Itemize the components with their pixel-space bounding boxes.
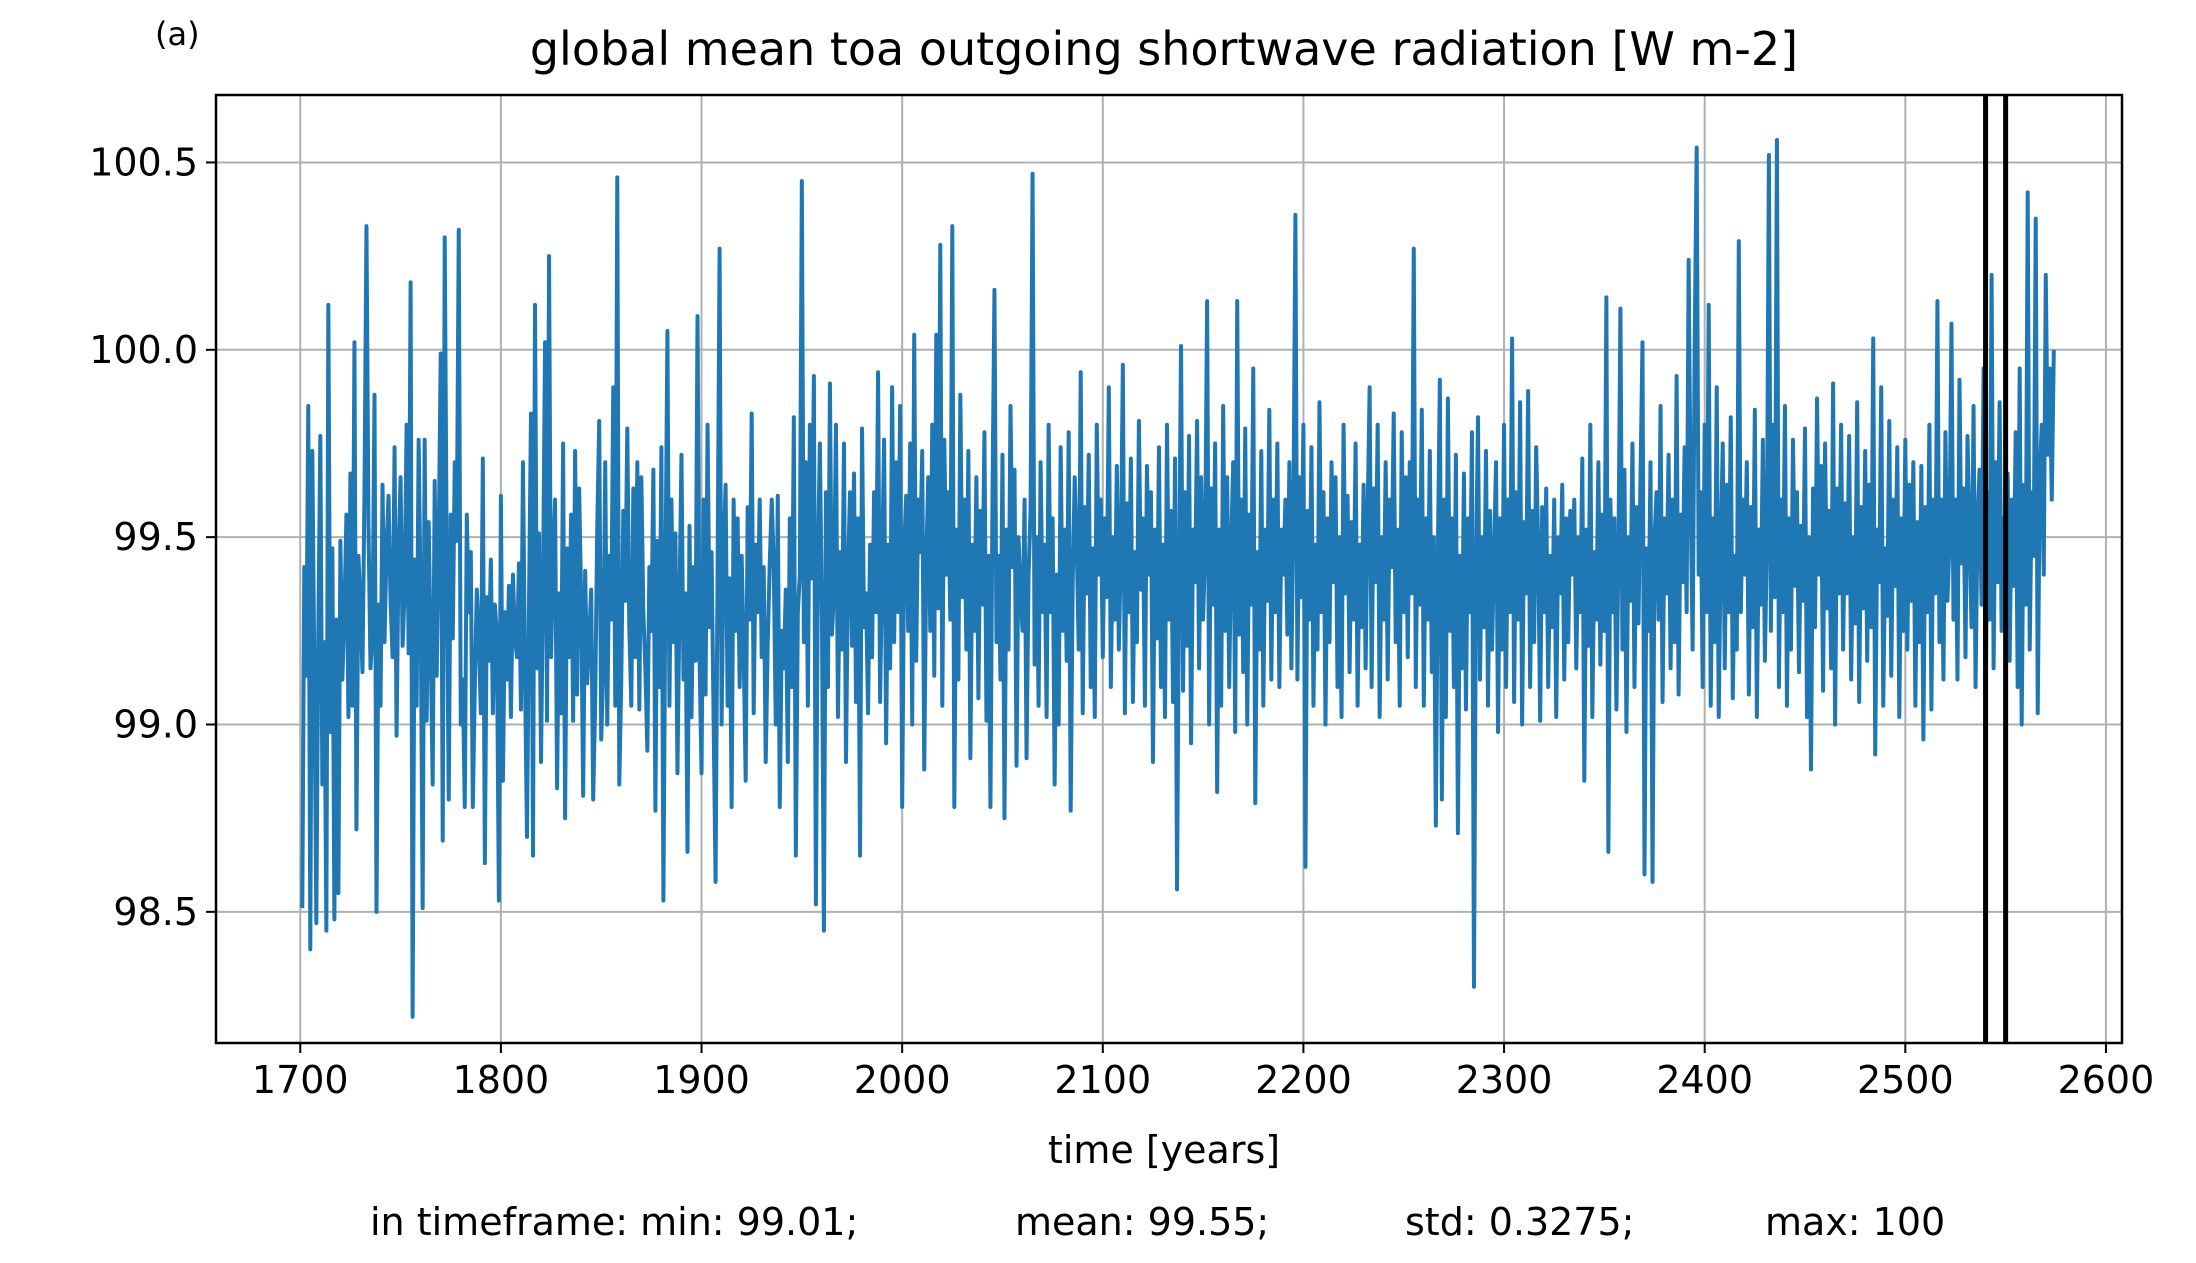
x-tick-label: 1800 <box>453 1058 550 1102</box>
series-line <box>300 137 2056 1019</box>
plot-frame <box>214 93 2124 1045</box>
y-axis: 98.5 99.0 99.5 100.0 100.5 <box>89 140 216 934</box>
x-tick-label: 2500 <box>1857 1058 1954 1102</box>
x-axis-label: time [years] <box>1048 1128 1280 1172</box>
vertical-markers <box>1983 95 2009 1043</box>
panel-label: (a) <box>155 15 200 53</box>
x-tick-label: 2600 <box>2058 1058 2155 1102</box>
x-tick-label: 2400 <box>1656 1058 1753 1102</box>
x-tick-label: 1700 <box>252 1058 349 1102</box>
x-axis: 1700 1800 1900 2000 2100 2200 2300 2400 2500 2600 <box>252 1043 2154 1102</box>
stat-std: std: 0.3275; <box>1405 1200 1635 1244</box>
stat-max: max: 100 <box>1765 1200 1946 1244</box>
x-tick-label: 2000 <box>854 1058 951 1102</box>
chart-title: global mean toa outgoing shortwave radia… <box>530 22 1798 76</box>
x-tick-label: 2200 <box>1255 1058 1352 1102</box>
x-tick-label: 1900 <box>653 1058 750 1102</box>
stat-mean: mean: 99.55; <box>1015 1200 1270 1244</box>
y-tick-label: 99.5 <box>113 515 198 559</box>
stats-footer: in timeframe: min: 99.01; mean: 99.55; s… <box>0 1200 2196 1250</box>
y-tick-label: 98.5 <box>113 890 198 934</box>
y-tick-label: 100.0 <box>89 328 198 372</box>
y-tick-label: 99.0 <box>113 703 198 747</box>
y-tick-label: 100.5 <box>89 140 198 184</box>
stat-min: in timeframe: min: 99.01; <box>370 1200 859 1244</box>
series <box>300 137 2056 1019</box>
x-tick-label: 2100 <box>1054 1058 1151 1102</box>
x-tick-label: 2300 <box>1456 1058 1553 1102</box>
